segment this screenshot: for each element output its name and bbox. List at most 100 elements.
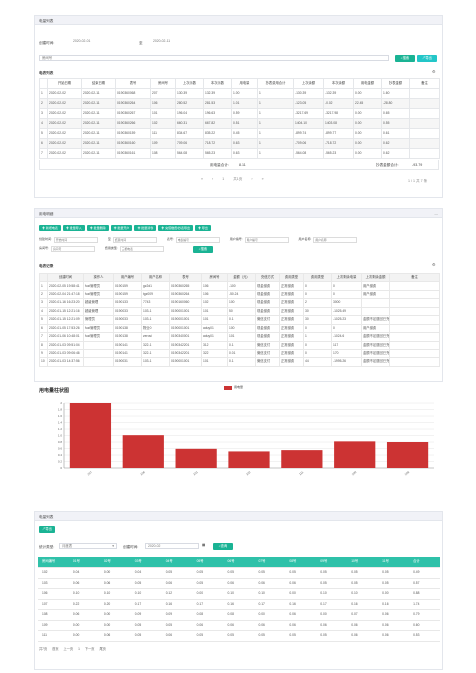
column-header[interactable]: 房间编号 <box>38 557 69 568</box>
column-header[interactable]: 上次余额 <box>293 78 324 89</box>
settings-icon[interactable]: ⚙ <box>432 262 436 267</box>
bar[interactable] <box>69 403 112 468</box>
column-header[interactable]: 本次余额 <box>323 78 354 89</box>
table-row[interactable]: 1 2020-02-02 2020-02-11 0190360068 207 130.39… <box>39 88 440 99</box>
table-row[interactable]: 3 2020-02-02 2020-02-11 0190360267 101 196.04… <box>39 108 440 119</box>
toolbar-button[interactable]: ✚ 批量清零 <box>134 225 157 231</box>
column-header[interactable]: 05号 <box>192 557 224 568</box>
bar[interactable] <box>281 450 323 468</box>
column-header[interactable]: 合计 <box>409 557 440 568</box>
table-row[interactable]: 2 2020-02-02 2020-02-11 0190360264 106 280.52… <box>39 98 440 109</box>
table-row[interactable]: 4 2020-02-02 2020-02-11 0190360266 102 660.31… <box>39 118 440 129</box>
filter-input[interactable] <box>244 237 289 243</box>
table-row[interactable]: 5 2020-01-15 12:21:09 管理员 0190033 103-1 01900… <box>39 315 440 325</box>
filter-input[interactable] <box>119 246 164 252</box>
table-row[interactable]: 3 2020-01-16 16:23:20 超级管理 0190133 7743 01901… <box>39 298 440 308</box>
column-header[interactable]: 抄表费用合计 <box>257 78 294 89</box>
column-header[interactable]: 上次剩余金额 <box>361 272 390 283</box>
column-header[interactable]: 06号 <box>223 557 255 568</box>
column-header[interactable]: 充值方式 <box>255 272 280 283</box>
column-header[interactable]: 09号 <box>316 557 348 568</box>
page-link[interactable]: 1 <box>78 647 80 651</box>
column-header[interactable]: 上次剩余电量 <box>331 272 362 283</box>
column-header[interactable]: 操作人 <box>83 272 114 283</box>
bar[interactable] <box>122 435 164 468</box>
settings-icon[interactable]: ⚙ <box>432 69 436 74</box>
export-button[interactable]: ↗导出 <box>39 526 55 533</box>
page-link[interactable]: 尾页 <box>99 647 106 651</box>
column-header[interactable]: 用电金额 <box>353 78 382 89</box>
toolbar-button[interactable]: ✚ 充值缴费/抄表导出 <box>158 225 193 231</box>
room-search-input[interactable] <box>39 55 389 61</box>
type-select[interactable]: 月度表 ▾ <box>59 543 117 549</box>
export-button[interactable]: ↗导出 <box>417 55 437 62</box>
column-header[interactable]: 用户编号 <box>113 272 142 283</box>
page-link[interactable]: 首页 <box>52 647 59 651</box>
column-header[interactable]: 07号 <box>254 557 286 568</box>
column-header[interactable]: 本次示数 <box>203 78 232 89</box>
column-header[interactable]: 02号 <box>99 557 131 568</box>
collapse-icon[interactable]: — <box>434 212 438 216</box>
calendar-icon[interactable]: ▦ <box>202 543 206 547</box>
bar[interactable] <box>386 442 429 468</box>
column-header[interactable]: 上次示数 <box>175 78 204 89</box>
toolbar-button[interactable]: ✚ 导出 <box>194 225 211 231</box>
filter-input[interactable] <box>175 237 220 243</box>
column-header[interactable]: 表号 <box>115 78 151 89</box>
page-link[interactable]: 下一页 <box>84 647 95 651</box>
page-link[interactable]: » <box>261 177 264 181</box>
column-header[interactable]: 备注 <box>409 78 440 89</box>
date-from-input[interactable]: 2020-02-01 <box>71 39 133 45</box>
page-link[interactable]: ‹ <box>212 177 214 181</box>
filter-input[interactable] <box>112 237 157 243</box>
table-row[interactable]: 6 2020-02-02 2020-02-11 0190360160 109 709.06… <box>39 138 440 149</box>
column-header[interactable] <box>39 78 48 89</box>
column-header[interactable]: 03号 <box>130 557 162 568</box>
column-header[interactable]: 开始日期 <box>47 78 82 89</box>
page-link[interactable]: › <box>251 177 253 181</box>
filter-input[interactable] <box>50 246 95 252</box>
column-header[interactable]: 房间号 <box>150 78 176 89</box>
date-to-input[interactable]: 2020-02-11 <box>151 39 213 45</box>
table-row[interactable]: 5 2020-02-02 2020-02-11 0190360159 111 834.67… <box>39 128 440 139</box>
column-header[interactable]: 用电量 <box>231 78 258 89</box>
table-row[interactable]: 7 2020-02-02 2020-02-11 0190360161 108 564.08… <box>39 148 440 159</box>
table-row[interactable]: 1 2020-02-05 19:58:41 fuzi管理员 0190159 gz2d1 0… <box>39 281 440 291</box>
table-row[interactable]: 6 2020-01-05 17:53:26 fuzi管理员 0190138 物业0 019… <box>39 323 440 334</box>
table-row[interactable]: 109 0.00 0.00 0.05 0.05 0.06 0.06 0.06 0.06 0.06 0… <box>38 620 440 631</box>
search-button[interactable]: ⌕搜索 <box>395 55 415 62</box>
table-row[interactable]: 103 0.06 0.06 0.05 0.06 0.05 0.06 0.06 0.06 0.05 0… <box>38 578 440 589</box>
table-row[interactable]: 111 0.00 0.06 0.05 0.06 0.05 0.05 0.05 0.05 0.05 0… <box>38 630 440 642</box>
toolbar-button[interactable]: ✚ 新增电表 <box>39 225 61 231</box>
page-link[interactable]: 共7页 <box>39 647 48 651</box>
query-button[interactable]: ⌕查询 <box>213 543 233 550</box>
column-header[interactable]: 费用类型 <box>279 272 304 283</box>
page-link[interactable]: 共1页 <box>233 177 243 181</box>
filter-input[interactable] <box>53 237 98 243</box>
bar[interactable] <box>334 441 376 468</box>
search-button[interactable]: ⌕搜索 <box>193 246 213 253</box>
table-row[interactable]: 4 2020-01-15 12:21:16 超级管理 0190033 103-1 0190… <box>39 306 440 317</box>
page-link[interactable]: 1 <box>222 177 225 181</box>
column-header[interactable]: 10号 <box>347 557 379 568</box>
column-header[interactable]: 04号 <box>161 557 193 568</box>
bar[interactable] <box>175 448 217 468</box>
date-input[interactable]: 2020-02 <box>145 543 199 549</box>
table-row[interactable]: 102 0.04 0.00 0.04 0.05 0.05 0.05 0.05 0.05 0.05 0… <box>38 567 440 579</box>
column-header[interactable]: 表号 <box>169 272 202 283</box>
column-header[interactable]: 创建时间 <box>47 272 84 283</box>
column-header[interactable]: 11号 <box>378 557 410 568</box>
table-row[interactable]: 107 0.22 0.20 0.17 0.16 0.17 0.16 0.17 0.16 0.17 0… <box>38 599 440 610</box>
column-header[interactable]: 费用类型 <box>303 272 332 283</box>
column-header[interactable]: 房间号 <box>201 272 228 283</box>
column-header[interactable]: 备注 <box>389 272 440 283</box>
table-row[interactable]: 8 2020-01-03 09:51:04 0190141 322-1 01903422… <box>39 340 440 350</box>
page-link[interactable]: 上一页 <box>63 647 74 651</box>
table-row[interactable]: 9 2020-01-03 09:06:46 0190141 322-1 01903422… <box>39 348 440 359</box>
table-row[interactable]: 7 2020-01-06 10:48:01 fuzi管理员 0190138 zerosi… <box>39 332 440 342</box>
table-row[interactable]: 10 2020-01-03 14:37:56 0190031 103-1 0190001… <box>39 357 440 367</box>
column-header[interactable]: 抄表金额 <box>381 78 410 89</box>
column-header[interactable]: 用户名称 <box>141 272 170 283</box>
column-header[interactable]: 08号 <box>285 557 317 568</box>
filter-input[interactable] <box>313 237 358 243</box>
